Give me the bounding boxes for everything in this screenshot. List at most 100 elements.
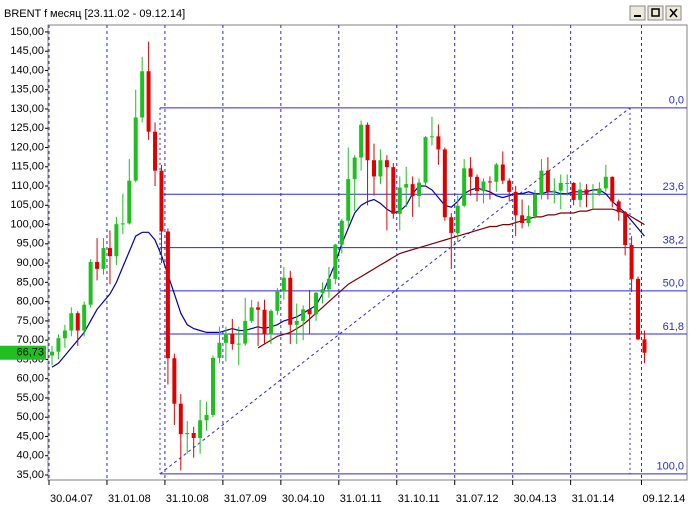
x-tick-label: 31.01.14: [572, 493, 615, 505]
x-tick-label: 31.07.09: [224, 493, 267, 505]
candle-body: [372, 160, 376, 177]
candle-body: [333, 244, 338, 279]
candle-body: [629, 244, 634, 279]
candle-body: [636, 278, 641, 340]
candle-body: [185, 432, 190, 435]
candle-body: [494, 164, 499, 182]
fib-label: 0,0: [669, 95, 684, 107]
candle-body: [442, 149, 447, 218]
candle-body: [178, 403, 183, 435]
fib-label: 61,8: [663, 321, 684, 333]
candle-body: [146, 71, 151, 132]
candle-body: [616, 201, 621, 213]
candle-body: [101, 248, 106, 269]
y-tick-label: 100,00: [10, 218, 44, 230]
candle-body: [610, 176, 615, 202]
candle-body: [307, 309, 312, 315]
candle-body: [217, 342, 222, 358]
y-tick-label: 55,00: [16, 392, 44, 404]
last-price-box: [0, 345, 46, 360]
candle-body: [462, 168, 467, 206]
candle-body: [468, 168, 473, 177]
y-tick-label: 90,00: [16, 257, 44, 269]
candle-body: [198, 420, 203, 439]
minimize-button[interactable]: [629, 5, 646, 21]
fib-label: 50,0: [663, 278, 684, 290]
candle-body: [391, 167, 396, 214]
candle-body: [230, 333, 235, 345]
candle-body: [455, 205, 460, 234]
y-tick-label: 60,00: [16, 373, 44, 385]
candle-body: [404, 184, 409, 188]
candle-body: [268, 310, 273, 335]
candle-body: [590, 193, 595, 195]
candle-body: [159, 170, 164, 232]
candle-body: [571, 182, 576, 200]
candle-body: [558, 182, 563, 191]
candle-body: [75, 313, 80, 331]
chart-title: BRENT f: [4, 8, 48, 20]
icon: [651, 8, 660, 17]
y-tick-label: 35,00: [16, 469, 44, 481]
candle-body: [365, 124, 370, 161]
candle-body: [378, 160, 383, 177]
candle-body: [88, 261, 93, 305]
chart-subtitle: месяц [23.11.02 - 09.12.14]: [50, 8, 185, 20]
fib-label: 100,0: [656, 461, 684, 473]
candle-body: [69, 313, 74, 331]
candle-body: [423, 137, 428, 183]
candle-body: [552, 190, 557, 193]
candle-body: [539, 170, 544, 195]
candle-body: [50, 351, 54, 356]
candle-body: [584, 189, 589, 195]
icon: [669, 8, 678, 18]
y-tick-label: 115,00: [11, 161, 44, 173]
y-tick-label: 45,00: [16, 430, 44, 442]
y-tick-label: 95,00: [16, 238, 44, 250]
candle-body: [500, 164, 505, 181]
candle-body: [397, 187, 402, 214]
candle-body: [204, 414, 209, 421]
candle-body: [281, 277, 286, 292]
candle-body: [417, 182, 422, 197]
candle-body: [597, 188, 602, 194]
candle-body: [165, 231, 170, 359]
candle-body: [133, 117, 138, 181]
y-tick-label: 40,00: [16, 450, 44, 462]
candle-body: [262, 309, 267, 335]
candle-body: [249, 307, 254, 321]
y-tick-label: 110,00: [11, 180, 44, 192]
window-buttons: [629, 5, 682, 21]
candle-body: [487, 181, 492, 183]
y-tick-label: 150,00: [10, 26, 44, 38]
candle-body: [256, 307, 261, 310]
candle-body: [127, 180, 132, 224]
candle-body: [578, 189, 583, 200]
candle-body: [153, 131, 158, 171]
y-tick-label: 120,00: [10, 141, 44, 153]
y-tick-label: 135,00: [10, 84, 44, 96]
candle-body: [520, 215, 525, 224]
candle-body: [481, 181, 486, 192]
candle-body: [359, 124, 364, 158]
y-tick-label: 75,00: [16, 315, 44, 327]
candle-body: [346, 179, 351, 221]
y-tick-label: 70,00: [16, 334, 44, 346]
candle-body: [603, 176, 608, 189]
candle-body: [82, 304, 87, 331]
candle-body: [223, 333, 228, 343]
y-tick-label: 125,00: [10, 122, 44, 134]
candle-body: [172, 358, 177, 404]
candle-body: [95, 261, 100, 269]
candle-body: [62, 330, 67, 339]
maximize-button[interactable]: [647, 5, 664, 21]
y-tick-label: 85,00: [16, 276, 44, 288]
candle-body: [526, 216, 531, 224]
moving-average: [51, 185, 645, 368]
last-price-label: 66,73: [16, 347, 44, 359]
candle-body: [236, 343, 241, 345]
candle-body: [326, 278, 331, 290]
candle-body: [475, 176, 480, 192]
x-tick-label: 31.01.08: [108, 493, 151, 505]
